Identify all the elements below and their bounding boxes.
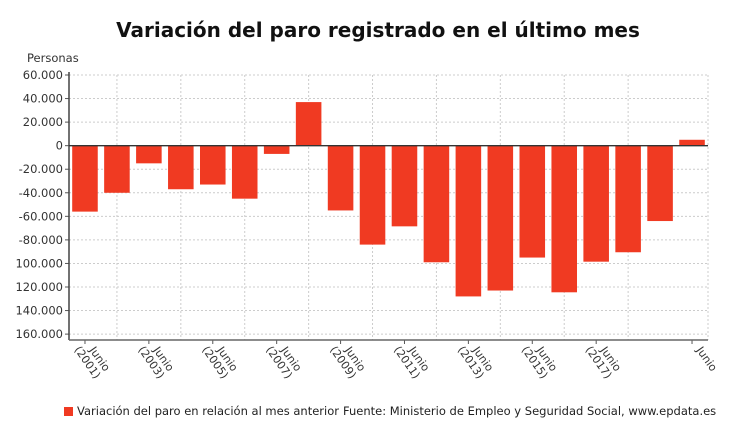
x-tick-label: Junio(2005) (199, 337, 240, 381)
y-tick-label: -40.000 (19, 186, 63, 200)
chart-title: Variación del paro registrado en el últi… (116, 18, 640, 42)
x-tick-label: Junio(2001) (72, 337, 113, 381)
bar (391, 145, 418, 227)
bar (327, 145, 354, 211)
bar (615, 145, 641, 253)
y-tick-label: 0 (56, 139, 63, 153)
x-tick-label: Junio(2015) (519, 337, 560, 381)
legend-swatch (64, 406, 73, 416)
bar (423, 145, 450, 263)
y-tick-label: 160.000 (15, 327, 63, 341)
bar (551, 145, 578, 293)
source-note: Fuente: Ministerio de Empleo y Seguridad… (343, 404, 717, 418)
y-tick-label: 100.000 (15, 256, 63, 270)
y-tick-label: 120.000 (15, 280, 63, 294)
legend: Variación del paro en relación al mes an… (64, 404, 339, 418)
y-tick-label: -20.000 (19, 162, 63, 176)
bar (295, 102, 322, 146)
y-tick-label: 140.000 (15, 304, 63, 318)
y-tick-label: 40.000 (23, 92, 63, 106)
x-tick-label: Junio(2013) (455, 337, 496, 381)
y-axis-label: Personas (27, 51, 79, 65)
bar (168, 145, 194, 190)
bar (359, 145, 386, 245)
bar (263, 145, 290, 154)
x-tick-label: Junio(2017) (583, 337, 624, 381)
y-tick-label: -60.000 (19, 209, 63, 223)
bar (455, 145, 482, 297)
bar (583, 145, 609, 262)
bar (104, 145, 130, 193)
bar (199, 145, 226, 185)
bar (231, 145, 258, 199)
x-tick-label: Junio (693, 343, 720, 374)
bar (136, 145, 162, 164)
x-tick-label: Junio(2007) (263, 337, 304, 381)
bar (519, 145, 546, 258)
bar (647, 145, 673, 222)
x-tick-label: Junio(2003) (135, 337, 176, 381)
y-tick-label: 60.000 (23, 68, 63, 82)
y-tick-label: -80.000 (19, 233, 63, 247)
x-tick-label: Junio(2009) (327, 337, 368, 381)
x-tick-label: Junio(2011) (391, 337, 432, 381)
y-tick-label: 20.000 (23, 115, 63, 129)
legend-label: Variación del paro en relación al mes an… (77, 404, 339, 418)
bar (487, 145, 514, 291)
bar (679, 139, 705, 146)
bar (72, 145, 98, 212)
